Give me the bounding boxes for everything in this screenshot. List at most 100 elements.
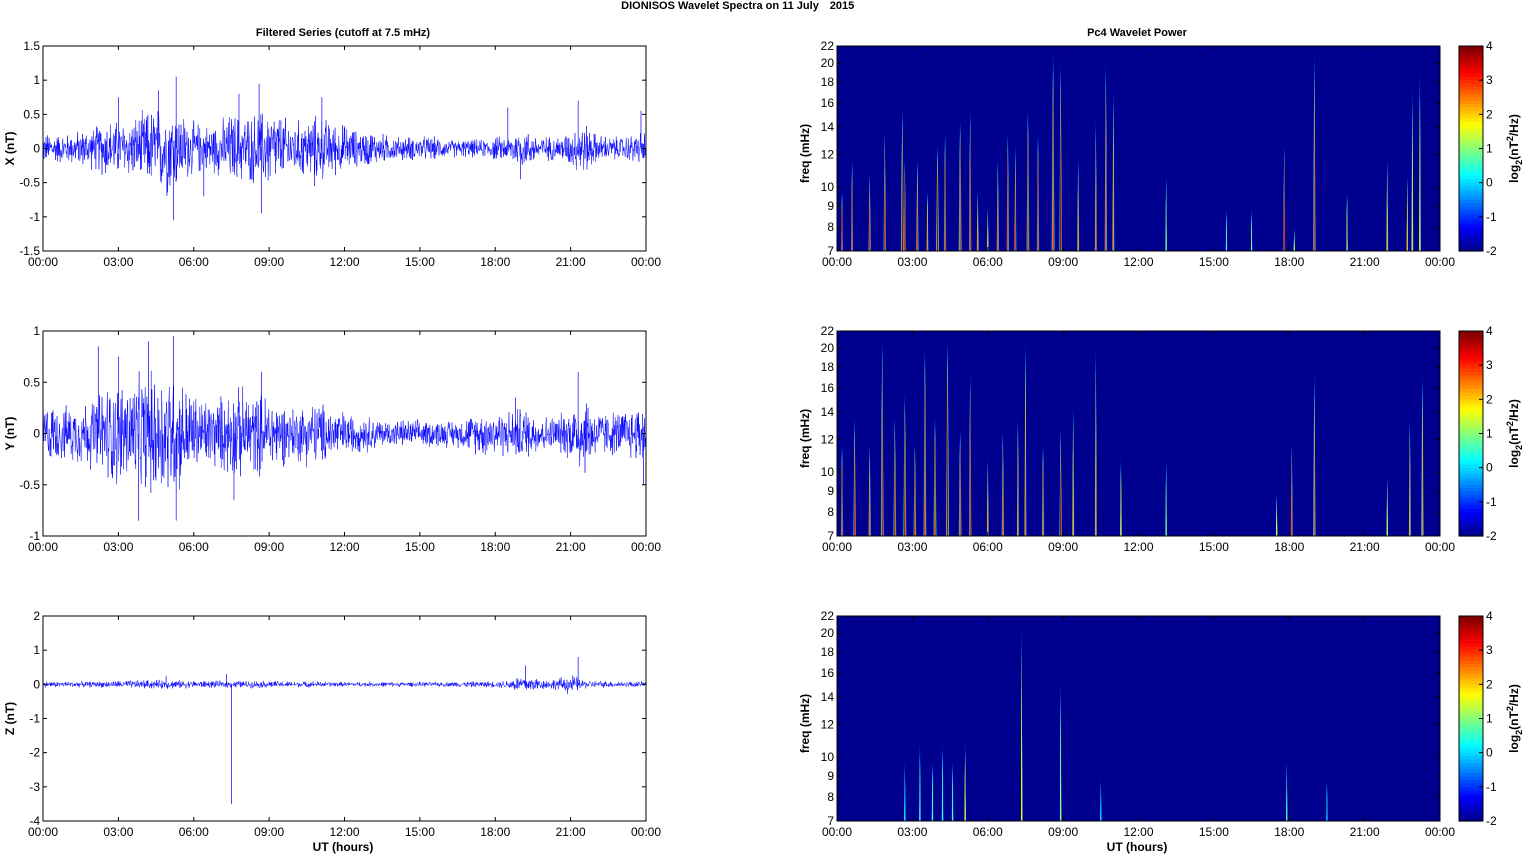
colorbar-segment [1459, 810, 1483, 815]
colorbar-segment [1459, 368, 1483, 373]
wavelet-burst [904, 769, 906, 821]
wavelet-burst [934, 435, 936, 536]
colorbar-segment [1459, 447, 1483, 452]
colorbar-tick-label: 0 [1486, 746, 1493, 760]
wavelet-burst [904, 172, 906, 251]
colorbar-segment [1459, 87, 1483, 92]
colorbar-segment [1459, 474, 1483, 479]
series-z-x-tick-label: 09:00 [254, 825, 284, 839]
figure-title-year: 2015 [830, 0, 854, 12]
colorbar-segment [1459, 244, 1483, 249]
colorbar-segment [1459, 334, 1483, 339]
colorbar-segment [1459, 348, 1483, 353]
figure-title: DIONISOS Wavelet Spectra on 11 July [621, 0, 820, 12]
wavelet-burst [1251, 215, 1253, 251]
colorbar-segment [1459, 158, 1483, 163]
colorbar-segment [1459, 491, 1483, 496]
colorbar-label-tail: /Hz) [1507, 684, 1521, 706]
wavelet-0-x-tick-label: 21:00 [1350, 255, 1380, 269]
wavelet-0-x-tick-label: 18:00 [1274, 255, 1304, 269]
colorbar-segment [1459, 210, 1483, 215]
colorbar-segment [1459, 169, 1483, 174]
colorbar-segment [1459, 501, 1483, 506]
colorbar-segment [1459, 440, 1483, 445]
trace-z [42, 675, 647, 695]
y-tick-label: 9 [827, 769, 834, 783]
colorbar-segment [1459, 104, 1483, 109]
y-tick-label: 14 [821, 405, 835, 419]
colorbar-segment [1459, 433, 1483, 438]
colorbar-segment [1459, 216, 1483, 221]
colorbar-segment [1459, 382, 1483, 387]
wavelet-background [837, 616, 1440, 821]
wavelet-0-x-ticks: 00:00 03:00 06:00 09:00 12:00 15:00 18:00 21:00… [822, 46, 1455, 269]
wavelet-burst [941, 755, 944, 821]
colorbar-segment [1459, 206, 1483, 211]
colorbar-tick-label: -1 [1486, 210, 1497, 224]
y-tick-label: 12 [821, 433, 835, 447]
colorbar-tick-label: 0 [1486, 461, 1493, 475]
series-z-x-tick-label: 06:00 [179, 825, 209, 839]
y-tick-label: 12 [821, 718, 835, 732]
wavelet-burst [916, 172, 918, 251]
colorbar-segment [1459, 650, 1483, 655]
series-panel-z: 2 1 0 -1 -2 -3 -4 Z (nT) [3, 609, 647, 828]
series-x-x-tick-label: 00:00 [631, 255, 661, 269]
wavelet-burst [1326, 785, 1328, 821]
y-tick-label: 9 [827, 199, 834, 213]
wavelet-2-x-tick-label: 09:00 [1048, 825, 1078, 839]
colorbar-segment [1459, 189, 1483, 194]
colorbar-segment [1459, 742, 1483, 747]
wavelet-burst [1411, 113, 1413, 251]
colorbar-segment [1459, 100, 1483, 105]
y-tick-label: 22 [821, 324, 835, 338]
y-tick-label: -0.5 [19, 478, 40, 492]
colorbar-segment [1459, 749, 1483, 754]
series-x-x-tick-label: 12:00 [329, 255, 359, 269]
colorbar-segment [1459, 233, 1483, 238]
colorbar-segment [1459, 660, 1483, 665]
colorbar-tick-label: 1 [1486, 712, 1493, 726]
colorbar-segment [1459, 237, 1483, 242]
wavelet-burst [884, 150, 886, 251]
wavelet-burst [1313, 83, 1315, 251]
colorbar-segment [1459, 677, 1483, 682]
colorbar-tick-label: 1 [1486, 142, 1493, 156]
wavelet-1-x-tick-label: 09:00 [1048, 540, 1078, 554]
wavelet-burst [841, 457, 843, 536]
colorbar-label-sup: 2 [1505, 421, 1515, 426]
wavelet-1-x-tick-label: 12:00 [1123, 540, 1153, 554]
colorbar-tick-label: 0 [1486, 176, 1493, 190]
colorbar-segment [1459, 117, 1483, 122]
y-tick-label: 16 [821, 381, 835, 395]
colorbar-label-tail: /Hz) [1507, 114, 1521, 136]
series-y-x-tick-label: 21:00 [556, 540, 586, 554]
right-column-title: Pc4 Wavelet Power [1087, 27, 1188, 39]
wavelet-burst [1095, 140, 1097, 251]
y-tick-label: 10 [821, 465, 835, 479]
colorbar-segment [1459, 114, 1483, 119]
series-y-x-tick-label: 09:00 [254, 540, 284, 554]
colorbar-segment [1459, 220, 1483, 225]
wavelet-burst [901, 130, 903, 251]
series-panel-y: 1 0.5 0 -0.5 -1 Y (nT) [3, 324, 647, 543]
colorbar-segment [1459, 63, 1483, 68]
colorbar-segment [1459, 786, 1483, 791]
colorbar-segment [1459, 134, 1483, 139]
colorbar-label-unit: (nT [1507, 141, 1521, 160]
colorbar-segment [1459, 498, 1483, 503]
wavelet-burst [904, 415, 906, 536]
colorbar-segment [1459, 240, 1483, 245]
colorbar-segment [1459, 80, 1483, 85]
colorbar-tick-label: -2 [1486, 244, 1497, 258]
wavelet-burst [854, 435, 856, 536]
y-tick-label: 20 [821, 626, 835, 640]
colorbar-segment [1459, 725, 1483, 730]
series-y-x-tick-label: 15:00 [405, 540, 435, 554]
wavelet-2-x-tick-label: 15:00 [1199, 825, 1229, 839]
colorbar-segment [1459, 626, 1483, 631]
colorbar-segment [1459, 83, 1483, 88]
colorbar-segment [1459, 728, 1483, 733]
wavelet-1-x-tick-label: 21:00 [1350, 540, 1380, 554]
